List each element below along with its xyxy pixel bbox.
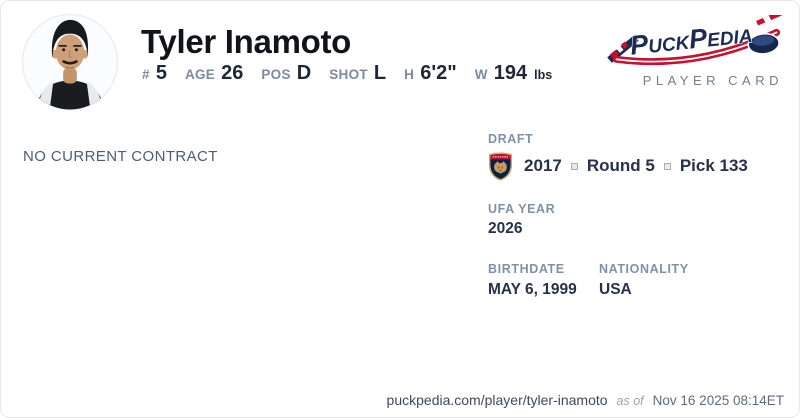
- stat-weight-unit: lbs: [534, 68, 553, 82]
- separator-icon: [663, 162, 671, 170]
- stat-position-value: D: [296, 62, 312, 84]
- contract-status: NO CURRENT CONTRACT: [23, 148, 218, 165]
- stat-age-label: AGE: [184, 67, 216, 82]
- stat-number-label: #: [142, 67, 150, 82]
- stat-weight-label: W: [474, 67, 488, 82]
- ufa-year-value: 2026: [488, 220, 523, 237]
- stat-weight: W 194 lbs: [475, 62, 552, 85]
- brand-part-4: EDIA: [706, 26, 753, 52]
- stat-shot-value: L: [373, 62, 387, 84]
- player-page-url[interactable]: puckpedia.com/player/tyler-inamoto: [386, 392, 608, 408]
- player-stats-row: # 5 AGE 26 POS D SHOT L H 6'2" W 194 lbs: [142, 62, 552, 85]
- puckpedia-brand: PUCKPEDIA PLAYER CARD: [605, 9, 785, 88]
- draft-pick: Pick 133: [679, 156, 748, 175]
- stat-age-value: 26: [221, 62, 244, 84]
- stat-height-label: H: [404, 67, 415, 82]
- birthdate-block: BIRTHDATE MAY 6, 1999: [488, 262, 599, 299]
- nationality-label: NATIONALITY: [599, 262, 689, 276]
- stat-height: H 6'2": [404, 62, 457, 85]
- page-title: Tyler Inamoto: [141, 23, 352, 60]
- stat-number: # 5: [142, 62, 167, 85]
- draft-round: Round 5: [586, 156, 655, 175]
- birthdate-nationality-row: BIRTHDATE MAY 6, 1999 NATIONALITY USA: [488, 262, 788, 299]
- stat-position-label: POS: [261, 67, 291, 82]
- draft-details: 2017 Round 5 Pick 133: [524, 156, 748, 176]
- brand-part-3: P: [687, 23, 709, 55]
- draft-label: DRAFT: [488, 132, 534, 146]
- footer: puckpedia.com/player/tyler-inamoto as of…: [387, 392, 784, 408]
- player-photo: [21, 13, 119, 111]
- nationality-value: USA: [599, 281, 632, 298]
- stat-shot: SHOT L: [329, 62, 386, 85]
- as-of-label: as of: [616, 394, 644, 408]
- stat-height-value: 6'2": [420, 62, 457, 84]
- stat-weight-value: 194: [493, 62, 528, 84]
- player-details: DRAFT 2017 Round 5 Pick 133 UFA YEAR 20: [488, 132, 788, 299]
- ufa-year-label: UFA YEAR: [488, 202, 556, 216]
- stat-number-value: 5: [155, 62, 167, 84]
- florida-panthers-crest-icon: [488, 152, 513, 181]
- player-card-tagline: PLAYER CARD: [642, 73, 783, 88]
- birthdate-label: BIRTHDATE: [488, 262, 565, 276]
- stat-shot-label: SHOT: [329, 67, 368, 82]
- draft-year: 2017: [524, 156, 562, 175]
- stat-age: AGE 26: [185, 62, 243, 85]
- puckpedia-logo-icon: PUCKPEDIA: [605, 9, 784, 66]
- snapshot-timestamp: Nov 16 2025 08:14ET: [652, 393, 784, 408]
- svg-text:PUCKPEDIA: PUCKPEDIA: [629, 18, 754, 61]
- player-headshot-image: [21, 13, 119, 111]
- brand-part-1: P: [629, 29, 651, 61]
- stat-position: POS D: [261, 62, 311, 85]
- birthdate-value: MAY 6, 1999: [488, 281, 577, 298]
- nationality-block: NATIONALITY USA: [599, 262, 710, 299]
- brand-part-2: UCK: [647, 33, 691, 58]
- separator-icon: [570, 162, 578, 170]
- draft-row: 2017 Round 5 Pick 133: [488, 151, 788, 181]
